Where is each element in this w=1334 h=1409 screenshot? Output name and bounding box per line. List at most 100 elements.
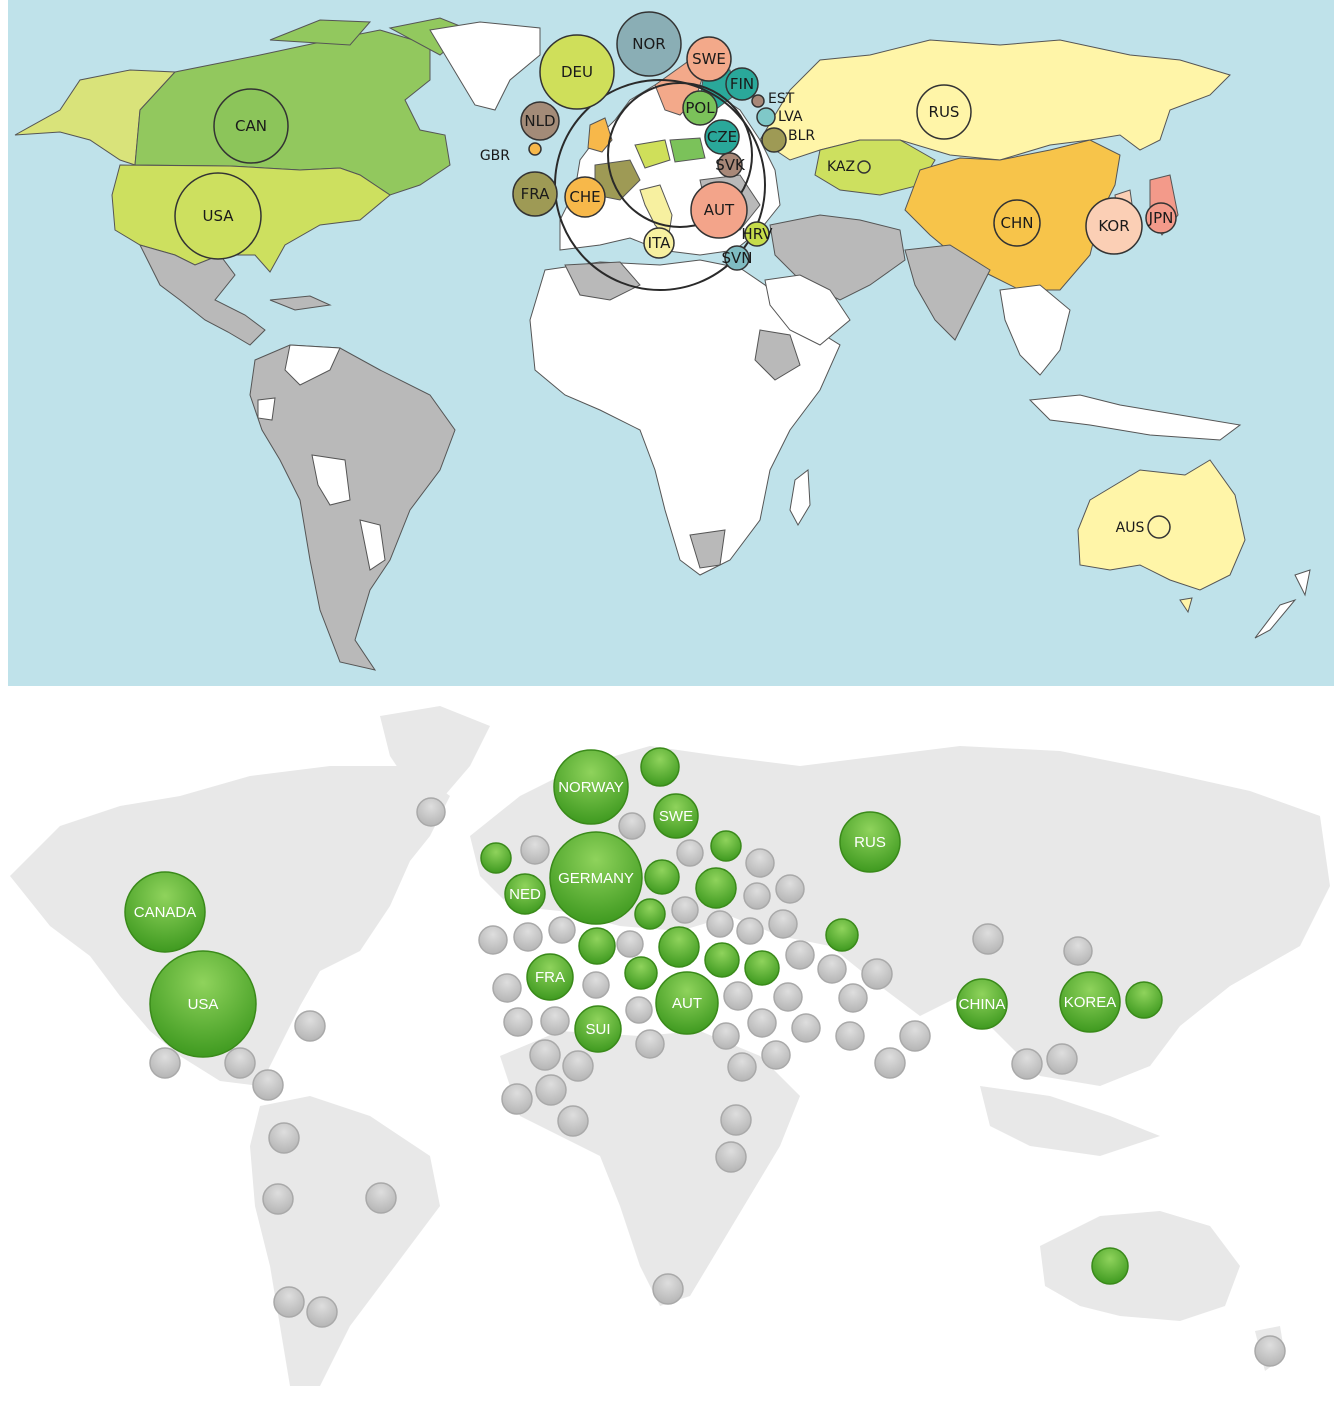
green-bubble [480,842,512,874]
south-america-white-a [284,344,341,386]
green-bubble [644,859,680,895]
marker-dot-gbr [528,142,542,156]
green-bubble-circle [956,978,1008,1030]
central-europe-region [669,137,706,163]
gray-bubble [817,954,847,984]
bubble-circle-rus [916,84,972,140]
green-bubble-circle [839,811,901,873]
gray-bubble [972,923,1004,955]
bubble-jpn: JPN [1145,202,1177,234]
bubble-circle-fin [725,67,759,101]
gray-bubble [838,983,868,1013]
marker-dot-kaz [857,160,871,174]
bubble-label-nld: NLD [524,112,555,130]
green-bubble-label: USA [188,996,219,1013]
bubble-ita: ITA [643,227,675,259]
south-america-white-b [311,454,351,506]
land-africa [500,1031,800,1306]
gray-bubble [294,1010,326,1042]
bubble-circle-aut [690,181,748,239]
green-bubble [710,830,742,862]
green-bubble-label: AUT [672,995,702,1012]
arabia-white [764,274,851,346]
bubble-world-map: NORWAY SWE GERMANY NED CANADA USA FRA AUT SUI RUS… [10,706,1330,1386]
gray-bubble [671,896,699,924]
green-bubble-circle [504,873,546,915]
gray-bubble [835,1021,865,1051]
gray-bubble [529,1039,561,1071]
green-bubble-usa: USA [149,950,257,1058]
green-bubble-korea: KOREA [1059,971,1121,1033]
gray-bubble [416,797,446,827]
marker-dot-lva [756,107,776,127]
gray-bubble [365,1182,397,1214]
bubble-svn: SVN [721,245,753,271]
bubble-label-cze: CZE [707,128,737,146]
green-bubble-swe: SWE [653,793,699,839]
gray-bubble [785,940,815,970]
green-bubble-canada: CANADA [124,871,206,953]
greenland [429,21,541,111]
bubble-label-deu: DEU [561,63,593,81]
green-bubble-ned: NED [504,873,546,915]
green-bubble-sui: SUI [574,1005,622,1053]
india-region [904,244,991,341]
gray-bubble [478,925,508,955]
marker-label-aus: AUS [1116,520,1145,536]
bubble-label-svk: SVK [715,156,746,174]
bubble-circle-ita [643,227,675,259]
gray-bubble [562,1050,594,1082]
green-bubble-label: CHINA [959,996,1006,1013]
gray-bubble [501,1083,533,1115]
marker-dot-est [751,94,765,108]
gray-bubble [899,1020,931,1052]
bubble-circle-svn [724,245,750,271]
land-north-america [10,766,450,1086]
gray-bubble [548,916,576,944]
gray-bubble [618,812,646,840]
green-bubble [744,950,780,986]
bubble-label-svn: SVN [721,249,752,267]
bubble-label-ita: ITA [648,234,671,252]
bubble-nor: NOR [616,11,682,77]
green-bubble-label: SWE [659,808,693,825]
bubble-circle-pol [682,90,718,126]
gray-bubble [727,1052,757,1082]
caribbean [269,295,332,311]
green-bubble-norway: NORWAY [553,749,629,825]
gray-bubble [520,835,550,865]
gray-bubble [874,1047,906,1079]
green-bubble [624,956,658,990]
bubble-circle-fra [512,171,558,217]
green-bubble-circle [655,971,719,1035]
green-bubble-label: NED [509,886,541,903]
land-greenland [380,706,490,801]
bubble-label-fin: FIN [730,75,754,93]
bubble-label-aut: AUT [704,201,735,219]
gray-bubble [492,973,522,1003]
gray-bubble [503,1007,533,1037]
green-bubble-circle [653,793,699,839]
gray-bubble [513,922,543,952]
green-bubble [640,747,680,787]
madagascar [789,469,811,527]
green-bubble-rus: RUS [839,811,901,873]
green-bubble-circle [124,871,206,953]
bubble-deu: DEU [539,34,615,110]
gray-bubble [306,1296,338,1328]
africa-gray-north [564,261,641,301]
bubble-chn: CHN [993,199,1041,247]
gray-bubble [635,1029,665,1059]
green-bubble-circle [553,749,629,825]
marker-label-est: EST [768,91,795,107]
marker-label-blr: BLR [788,128,815,144]
bubble-circle-swe [686,36,732,82]
marker-blr: BLR [761,127,815,153]
green-bubble-label: FRA [535,969,565,986]
bubble-label-nor: NOR [632,35,665,53]
bubble-label-chn: CHN [1001,214,1034,232]
bubble-circle-nor [616,11,682,77]
